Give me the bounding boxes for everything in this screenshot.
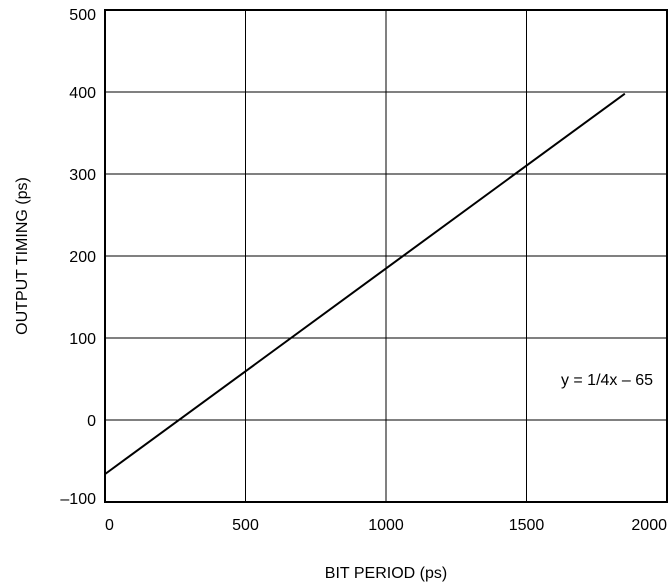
y-tick-label: 400 xyxy=(69,85,96,102)
grid-lines xyxy=(105,10,667,502)
x-tick-label: 1500 xyxy=(509,517,545,534)
series-line xyxy=(104,92,626,475)
x-axis-title: BIT PERIOD (ps) xyxy=(325,565,447,582)
y-tick-label: 200 xyxy=(69,249,96,266)
series-group xyxy=(104,92,626,475)
y-tick-label: 300 xyxy=(69,167,96,184)
y-tick-labels: –100 0 100 200 300 400 500 xyxy=(60,7,96,508)
x-tick-labels: 0 500 1000 1500 2000 xyxy=(105,517,667,534)
y-tick-label: –100 xyxy=(60,491,96,508)
y-tick-label: 500 xyxy=(69,7,96,24)
equation-annotation: y = 1/4x – 65 xyxy=(561,372,653,389)
y-tick-label: 0 xyxy=(87,413,96,430)
x-tick-label: 0 xyxy=(105,517,114,534)
y-tick-label: 100 xyxy=(69,331,96,348)
y-axis-title: OUTPUT TIMING (ps) xyxy=(14,177,31,335)
x-tick-label: 1000 xyxy=(368,517,404,534)
x-tick-label: 500 xyxy=(232,517,259,534)
x-tick-label: 2000 xyxy=(631,517,667,534)
plot-frame xyxy=(104,9,668,503)
